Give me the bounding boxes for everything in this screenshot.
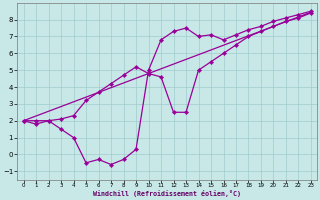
X-axis label: Windchill (Refroidissement éolien,°C): Windchill (Refroidissement éolien,°C) bbox=[93, 190, 241, 197]
